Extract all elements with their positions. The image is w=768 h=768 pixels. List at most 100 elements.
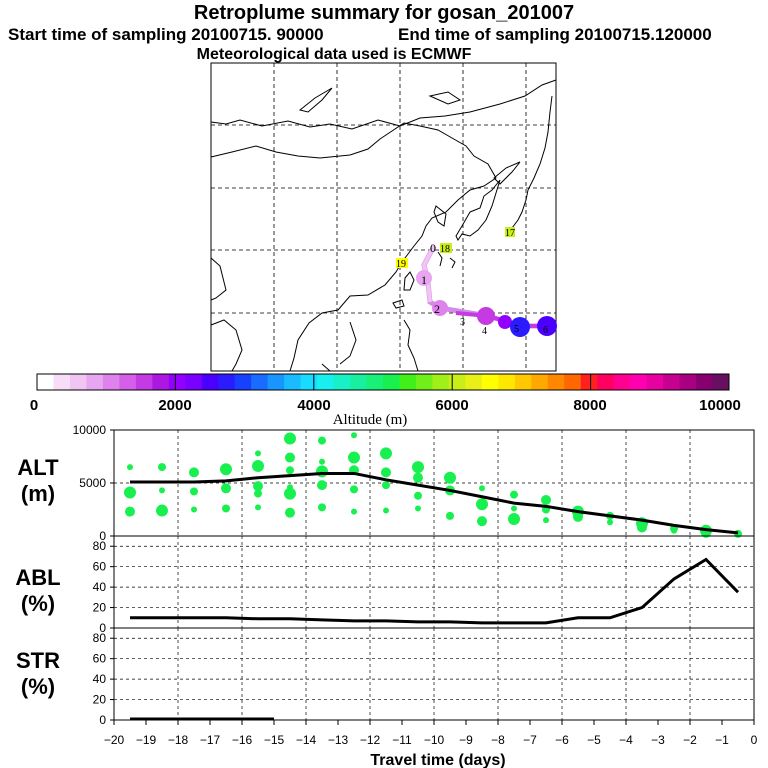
x-tick-label: −1: [715, 733, 729, 747]
alt-scatter-point: [156, 504, 168, 517]
day-marker-17: [505, 227, 515, 237]
day-label-3: 3: [460, 317, 465, 328]
colorbar-cell: [465, 374, 483, 390]
alt-ytick-label: 10000: [73, 423, 107, 437]
trajectory-day-labels: 0 1 2 3 4 5 6 17 18 19: [396, 227, 548, 337]
abl-panel-unit: (%): [21, 591, 55, 616]
alt-scatter-point: [284, 487, 296, 500]
start-time-label: Start time of sampling 20100715. 90000: [8, 25, 324, 44]
colorbar-cell: [679, 374, 697, 390]
colorbar-cell: [119, 374, 137, 390]
alt-scatter-point: [158, 463, 166, 472]
colorbar-cell: [514, 374, 532, 390]
colorbar-cell: [267, 374, 285, 390]
x-tick-label: 0: [751, 733, 758, 747]
colorbar-cell: [597, 374, 615, 390]
colorbar-tick-6000: 6000: [435, 397, 468, 414]
trajectory-cluster-day3: [477, 307, 495, 325]
str-panel-unit: (%): [21, 674, 55, 699]
x-tick-label: −8: [491, 733, 505, 747]
colorbar: 0 2000 4000 6000 8000 10000 Altitude (m): [30, 373, 741, 428]
day-marker-18: [440, 243, 452, 253]
x-tick-label: −2: [683, 733, 697, 747]
x-axis-ticks: −20 −19 −18 −17 −16 −15 −14 −13 −12 −11 −10 −9 −8 −7−…: [104, 720, 758, 747]
colorbar-tick-10000: 10000: [699, 397, 741, 414]
colorbar-label: Altitude (m): [333, 412, 408, 428]
abl-ytick-label: 40: [93, 580, 107, 594]
colorbar-tick-8000: 8000: [573, 397, 606, 414]
alt-scatter-point: [380, 447, 392, 460]
alt-scatter-point: [127, 464, 133, 471]
colorbar-cell: [251, 374, 269, 390]
colorbar-cell: [366, 374, 384, 390]
map-coastlines: [210, 79, 557, 372]
abl-gridlines: [110, 536, 754, 629]
alt-panel: ALT (m) 0 5000 10000: [17, 423, 755, 543]
alt-scatter-point: [255, 450, 261, 457]
alt-scatter-point: [348, 451, 360, 464]
x-tick-label: −13: [328, 733, 349, 747]
str-ytick-label: 0: [99, 713, 106, 727]
alt-scatter-point: [284, 432, 296, 445]
map-panel: 0 1 2 3 4 5 6 17 18 19: [210, 62, 557, 372]
str-ytick-label: 80: [93, 631, 107, 645]
trajectory-cluster-day6: [537, 316, 557, 336]
colorbar-tick-labels: 0 2000 4000 6000 8000 10000: [30, 397, 741, 414]
colorbar-cell: [185, 374, 203, 390]
x-tick-label: −4: [619, 733, 633, 747]
alt-scatter-point: [254, 489, 262, 498]
alt-scatter-point: [382, 481, 390, 490]
day-label-1: 1: [421, 273, 427, 287]
alt-scatter-point: [350, 485, 358, 494]
str-tick-labels: 0 20 40 60 80: [93, 631, 107, 727]
str-ytick-label: 60: [93, 652, 107, 666]
alt-scatter-point: [125, 506, 135, 517]
day-label-17: 17: [505, 228, 515, 239]
day-label-4: 4: [482, 326, 487, 337]
colorbar-cell: [201, 374, 219, 390]
colorbar-cells: [37, 374, 730, 390]
day-label-6: 6: [543, 325, 548, 336]
alt-scatter-point: [190, 487, 198, 496]
alt-scatter-point: [541, 494, 551, 505]
str-ytick-label: 20: [93, 693, 107, 707]
colorbar-cell: [284, 374, 302, 390]
alt-scatter-point: [319, 458, 325, 465]
x-tick-label: −3: [651, 733, 665, 747]
colorbar-cell: [531, 374, 549, 390]
alt-scatter-point: [414, 491, 422, 500]
x-tick-label: −17: [200, 733, 221, 747]
alt-gridlines: [110, 429, 754, 537]
alt-scatter-point: [573, 511, 583, 522]
alt-scatter-point: [637, 522, 647, 533]
colorbar-cell: [564, 374, 582, 390]
trajectory-clusters: [416, 270, 557, 337]
meteorological-data-label: Meteorological data used is ECMWF: [196, 46, 472, 63]
colorbar-cell: [383, 374, 400, 390]
colorbar-cell: [547, 374, 565, 390]
day-label-5: 5: [514, 324, 519, 335]
colorbar-dividers: [174, 374, 592, 390]
colorbar-cell: [663, 374, 681, 390]
colorbar-cell: [37, 374, 54, 390]
trajectory-cluster-day2: [432, 300, 448, 316]
alt-scatter-point: [189, 467, 199, 478]
colorbar-cell: [218, 374, 236, 390]
x-tick-label: −5: [587, 733, 601, 747]
alt-scatter-point: [671, 527, 677, 534]
alt-scatter-point: [318, 503, 326, 512]
alt-scatter-point: [159, 487, 165, 494]
alt-scatter-point: [253, 481, 263, 492]
alt-scatter-point: [477, 516, 487, 527]
alt-scatter-point: [413, 472, 423, 483]
colorbar-cell: [580, 374, 598, 390]
alt-ytick-label: 5000: [79, 476, 106, 490]
colorbar-cell: [448, 374, 466, 390]
alt-scatter-point: [222, 504, 230, 513]
colorbar-cell: [135, 374, 153, 390]
x-tick-label: −11: [392, 733, 412, 747]
alt-scatter-point: [479, 485, 485, 492]
colorbar-cell: [102, 374, 120, 390]
colorbar-cell: [613, 374, 631, 390]
